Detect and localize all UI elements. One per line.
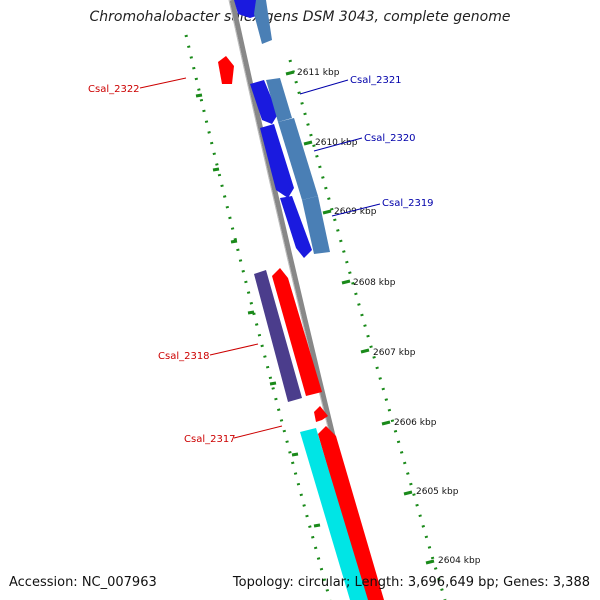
gene-csal2322[interactable] — [218, 56, 234, 84]
inner-tick-ring — [184, 34, 332, 600]
gene-label-csal2318[interactable]: Csal_2318 — [158, 351, 210, 362]
outer-tick-ring — [288, 59, 447, 600]
tick-label-2607: 2607 kbp — [373, 348, 416, 358]
accession-text: Accession: NC_007963 — [9, 575, 157, 590]
gene-csal2318-purple[interactable] — [254, 270, 302, 402]
gene-label-csal2319[interactable]: Csal_2319 — [382, 198, 434, 209]
leader-csal2320 — [313, 137, 363, 152]
tick-label-2610: 2610 kbp — [315, 138, 358, 148]
gene-label-csal2320[interactable]: Csal_2320 — [364, 133, 416, 144]
gene-csal2319-blue[interactable] — [302, 196, 330, 254]
reverse-genes — [234, 0, 368, 600]
gene-csal2320[interactable] — [260, 124, 294, 198]
gene-csal2321[interactable] — [250, 80, 278, 124]
leader-csal2317 — [233, 425, 283, 439]
map-title: Chromohalobacter salexigens DSM 3043, co… — [89, 9, 511, 25]
major-ticks — [195, 70, 435, 565]
leader-csal2319 — [331, 203, 381, 217]
gene-top-block-2[interactable] — [254, 0, 272, 44]
gene-label-csal2317[interactable]: Csal_2317 — [184, 434, 236, 445]
gene-csal2317-arrowhead[interactable] — [314, 406, 328, 422]
gene-csal2318-forward[interactable] — [272, 268, 322, 396]
gene-csal2321-blue[interactable] — [266, 78, 292, 122]
tick-label-2611: 2611 kbp — [297, 68, 340, 78]
gene-csal2317-cyan[interactable] — [300, 428, 368, 600]
tick-label-2609: 2609 kbp — [334, 207, 377, 217]
tick-label-2606: 2606 kbp — [394, 418, 437, 428]
tick-label-2605: 2605 kbp — [416, 487, 459, 497]
leader-csal2322 — [139, 77, 187, 89]
gene-label-csal2321[interactable]: Csal_2321 — [350, 75, 402, 86]
leader-csal2321 — [299, 79, 349, 95]
genome-summary: Topology: circular; Length: 3,696,649 bp… — [232, 575, 590, 590]
gene-csal2320-blue[interactable] — [278, 118, 318, 200]
gene-csal2317-forward[interactable] — [318, 426, 384, 600]
gene-csal2319[interactable] — [280, 196, 312, 258]
leader-csal2318 — [209, 343, 259, 356]
gene-label-csal2322[interactable]: Csal_2322 — [88, 84, 140, 95]
forward-genes — [218, 56, 384, 600]
tick-label-2608: 2608 kbp — [353, 278, 396, 288]
tick-label-2604: 2604 kbp — [438, 556, 481, 566]
